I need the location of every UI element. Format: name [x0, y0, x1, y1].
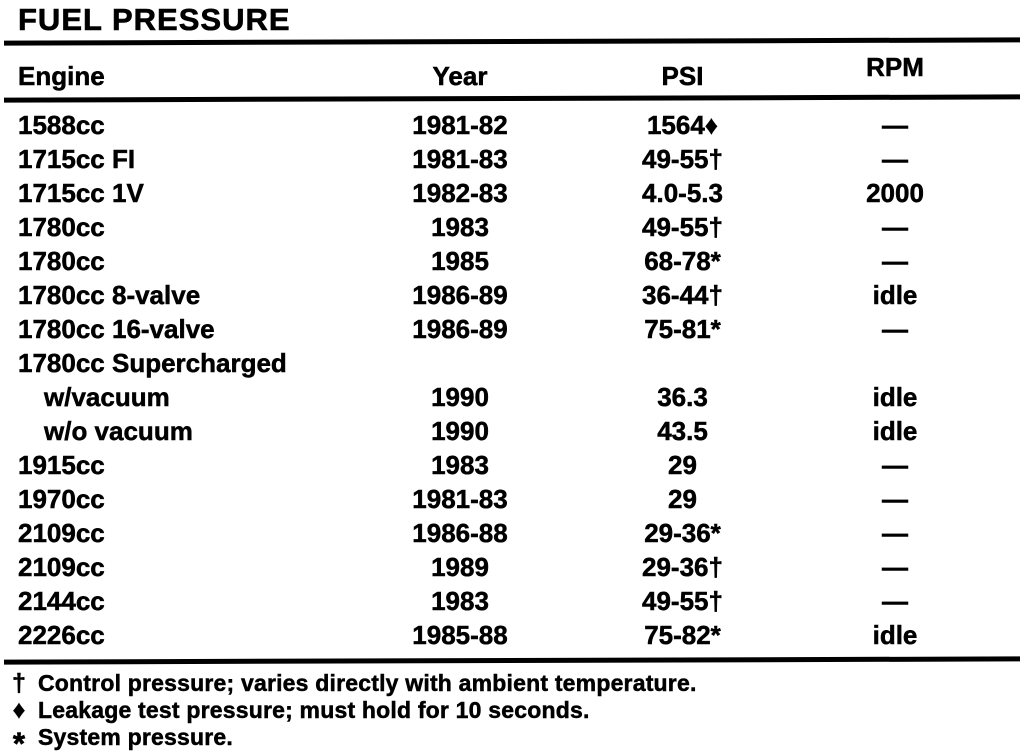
rpm-cell: 2000 [866, 178, 924, 209]
psi-cell: 29 [668, 450, 697, 481]
psi-cell: 49-55† [642, 586, 723, 617]
psi-cell: 68-78* [644, 246, 721, 277]
year-cell: 1981-82 [412, 110, 508, 141]
footnote-line: * System pressure. [0, 724, 1024, 752]
year-cell [345, 346, 575, 380]
footnote-symbol: ♦ [12, 696, 26, 724]
footnote-symbol: * [12, 726, 26, 752]
rpm-cell: — [882, 212, 909, 243]
engine-cell: 1780cc Supercharged [18, 348, 287, 379]
psi-cell: 49-55† [642, 144, 723, 175]
year-cell: 1986-89 [412, 280, 508, 311]
rpm-cell: — [882, 314, 909, 345]
year-cell: 1982-83 [412, 178, 508, 209]
engine-cell: 2226cc [18, 620, 105, 651]
psi-cell: 1564♦ [646, 110, 719, 141]
psi-cell [575, 346, 790, 380]
footnote-line: † Control pressure; varies directly with … [0, 669, 1024, 697]
engine-cell: 1780cc [18, 212, 105, 243]
year-cell: 1981-83 [412, 484, 508, 515]
year-cell: 1985-88 [412, 620, 508, 651]
engine-cell: w/o vacuum [44, 416, 193, 447]
rpm-cell: idle [872, 620, 918, 651]
rpm-cell: — [882, 586, 909, 617]
table-row: 1715cc 1V 1982-83 4.0-5.3 2000 [0, 176, 1024, 210]
rpm-cell: idle [872, 382, 918, 413]
psi-cell: 29-36* [644, 518, 721, 549]
psi-cell: 75-82* [644, 620, 721, 651]
engine-cell: 1780cc 16-valve [18, 314, 215, 345]
engine-cell: 1970cc [18, 484, 105, 515]
engine-cell: 1780cc [18, 246, 105, 277]
table-row: 1588cc 1981-82 1564♦ — [0, 108, 1024, 142]
table-row: 1970cc 1981-83 29 — [0, 482, 1024, 516]
psi-cell: 29-36† [642, 552, 723, 583]
table-row: 2144cc 1983 49-55† — [0, 584, 1024, 618]
table-row: 2226cc 1985-88 75-82* idle [0, 618, 1024, 652]
table-row: 2109cc 1986-88 29-36* — [0, 516, 1024, 550]
psi-cell: 29 [668, 484, 697, 515]
engine-cell: w/vacuum [44, 382, 170, 413]
rpm-cell: — [882, 552, 909, 583]
psi-cell: 43.5 [657, 416, 708, 447]
year-cell: 1990 [431, 382, 489, 413]
rpm-cell: — [882, 246, 909, 277]
year-cell: 1981-83 [412, 144, 508, 175]
engine-cell: 1915cc [18, 450, 105, 481]
rpm-cell: idle [872, 280, 918, 311]
rpm-cell: — [882, 484, 909, 515]
rpm-cell: — [882, 518, 909, 549]
table-body: 1588cc 1981-82 1564♦ — 1715cc FI 1981-83 49-55… [0, 108, 1024, 652]
year-cell: 1985 [431, 246, 489, 277]
rpm-cell: — [882, 450, 909, 481]
table-row: 1915cc 1983 29 — [0, 448, 1024, 482]
engine-cell: 2144cc [18, 586, 105, 617]
engine-cell: 2109cc [18, 518, 105, 549]
year-cell: 1983 [431, 212, 489, 243]
table-row: w/vacuum 1990 36.3 idle [0, 380, 1024, 414]
column-header-psi: PSI [661, 61, 704, 91]
table-row: 1780cc 16-valve 1986-89 75-81* — [0, 312, 1024, 346]
engine-cell: 1715cc FI [18, 144, 136, 175]
table-header-row: Engine Year PSI RPM [0, 44, 1024, 96]
engine-cell: 2109cc [18, 552, 105, 583]
rpm-cell: — [882, 144, 909, 175]
engine-cell: 1715cc 1V [18, 178, 144, 209]
psi-cell: 36-44† [642, 280, 723, 311]
footnote-symbol: † [12, 669, 26, 697]
footnote-text: Leakage test pressure; must hold for 10 … [38, 697, 590, 724]
page-title: FUEL PRESSURE [18, 2, 291, 37]
rpm-cell [790, 346, 1000, 380]
year-cell: 1986-88 [412, 518, 508, 549]
footnote-text: Control pressure; varies directly with a… [38, 670, 697, 697]
table-row: 2109cc 1989 29-36† — [0, 550, 1024, 584]
table-row: 1780cc 1983 49-55† — [0, 210, 1024, 244]
year-cell: 1983 [431, 586, 489, 617]
column-header-engine: Engine [18, 61, 105, 91]
table-row: w/o vacuum 1990 43.5 idle [0, 414, 1024, 448]
rpm-cell: idle [872, 416, 918, 447]
engine-cell: 1780cc 8-valve [18, 280, 201, 311]
table-row: 1780cc 1985 68-78* — [0, 244, 1024, 278]
table-row: 1780cc 8-valve 1986-89 36-44† idle [0, 278, 1024, 312]
table-row: 1715cc FI 1981-83 49-55† — [0, 142, 1024, 176]
column-header-rpm: RPM [866, 52, 924, 82]
year-cell: 1986-89 [412, 314, 508, 345]
footnote-line: ♦ Leakage test pressure; must hold for 10… [0, 696, 1024, 724]
psi-cell: 4.0-5.3 [642, 178, 723, 209]
psi-cell: 36.3 [657, 382, 708, 413]
engine-cell: 1588cc [18, 110, 105, 141]
year-cell: 1983 [431, 450, 489, 481]
rpm-cell: — [882, 110, 909, 141]
year-cell: 1989 [431, 552, 489, 583]
footnotes: † Control pressure; varies directly with … [0, 663, 1024, 752]
year-cell: 1990 [431, 416, 489, 447]
column-header-year: Year [432, 61, 488, 91]
table-row: 1780cc Supercharged [0, 346, 1024, 380]
psi-cell: 75-81* [644, 314, 721, 345]
footnote-text: System pressure. [38, 724, 233, 751]
psi-cell: 49-55† [642, 212, 723, 243]
